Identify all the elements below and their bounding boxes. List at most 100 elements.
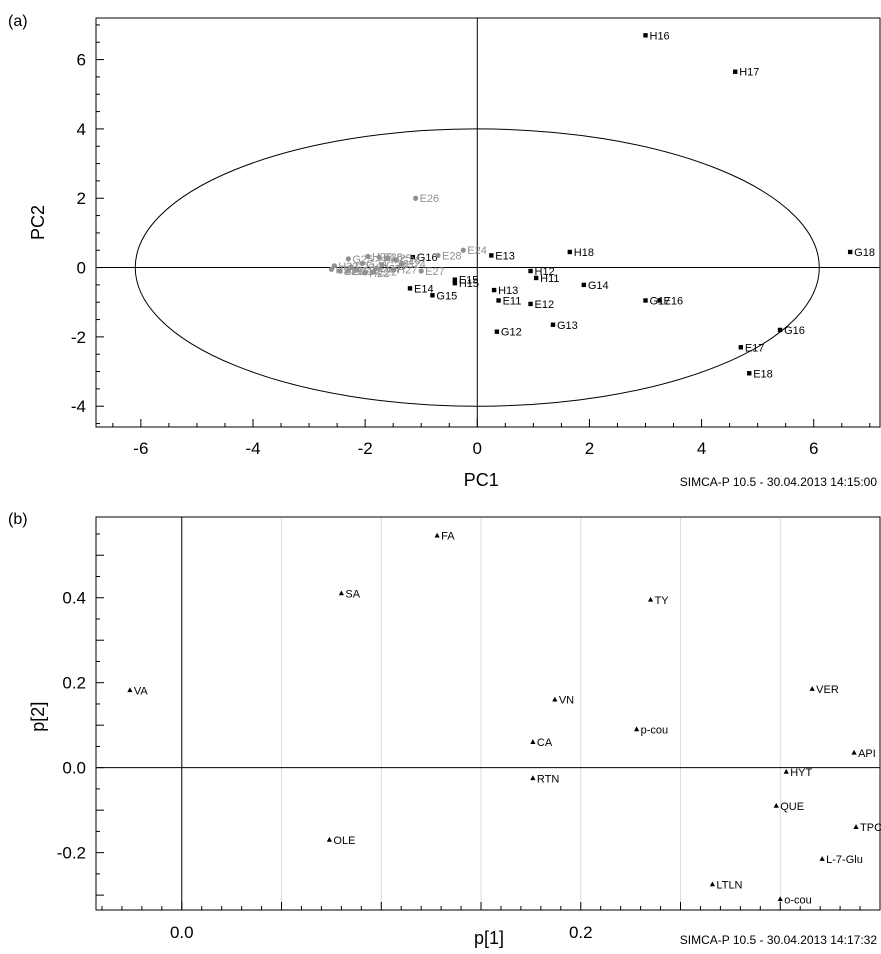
score-plot-ticks bbox=[96, 24, 871, 427]
score-point bbox=[362, 270, 368, 276]
score-point bbox=[496, 298, 501, 303]
score-point-label: E15 bbox=[459, 275, 479, 287]
x-tick-label: -2 bbox=[358, 439, 373, 458]
score-point bbox=[430, 293, 435, 298]
score-plot-frame bbox=[95, 17, 881, 428]
score-point bbox=[345, 256, 351, 262]
loading-plot-footer: SIMCA-P 10.5 - 30.04.2013 14:17:32 bbox=[680, 933, 878, 947]
y-tick-label: 4 bbox=[77, 120, 86, 139]
score-point-label: E26 bbox=[420, 193, 440, 205]
score-point-label: G15 bbox=[436, 290, 457, 302]
loading-point bbox=[634, 726, 640, 732]
x-tick-label: -4 bbox=[245, 439, 260, 458]
loading-point bbox=[552, 696, 558, 702]
score-point bbox=[528, 268, 533, 274]
score-point-label: G23 bbox=[386, 260, 407, 272]
score-point bbox=[418, 268, 424, 274]
score-point-label: G16 bbox=[784, 325, 805, 337]
x-tick-label: 2 bbox=[585, 439, 594, 458]
score-point bbox=[365, 253, 371, 260]
loading-point bbox=[773, 802, 779, 808]
score-point bbox=[413, 195, 419, 201]
score-point bbox=[528, 301, 533, 307]
score-point-label: G18 bbox=[854, 247, 875, 259]
score-point bbox=[379, 262, 385, 268]
score-plot-footer: SIMCA-P 10.5 - 30.04.2013 14:15:00 bbox=[680, 475, 878, 489]
score-point-label: G24 bbox=[366, 258, 387, 270]
score-plot-y-axis-title: PC2 bbox=[28, 205, 48, 240]
loading-point bbox=[338, 590, 344, 596]
loading-point-label: TY bbox=[655, 595, 670, 607]
score-point-label: H13 bbox=[498, 285, 518, 297]
loading-point-label: VN bbox=[559, 695, 574, 707]
loading-point bbox=[809, 686, 815, 691]
loading-point bbox=[819, 856, 825, 861]
score-point bbox=[657, 298, 662, 303]
score-point bbox=[452, 280, 458, 286]
x-tick-label: 0.0 bbox=[170, 923, 194, 942]
score-point-label: H17 bbox=[739, 67, 759, 79]
score-point bbox=[354, 267, 360, 273]
loading-point-label: OLE bbox=[333, 835, 355, 847]
score-point-label: H11 bbox=[540, 273, 559, 285]
score-point-label: H15 bbox=[459, 278, 479, 290]
score-point-label: H23 bbox=[338, 261, 358, 273]
x-tick-label: -6 bbox=[133, 439, 148, 458]
loading-point-label: VA bbox=[134, 685, 149, 697]
loading-point bbox=[777, 896, 783, 902]
y-tick-label: 0.4 bbox=[62, 589, 86, 608]
loading-plot-x-axis-title: p[1] bbox=[474, 928, 504, 948]
score-point-label: G16 bbox=[417, 252, 438, 264]
y-tick-label: 0.2 bbox=[62, 674, 86, 693]
score-point bbox=[494, 329, 500, 334]
score-point bbox=[567, 249, 573, 255]
score-point bbox=[747, 371, 752, 376]
loading-plot: (b) 0.0 0.2 -0.2 0.0 0.2 0.4 FA SA TY VA VER VN p-c… bbox=[8, 511, 881, 948]
score-point bbox=[489, 253, 494, 258]
loading-plot-y-axis-title: p[2] bbox=[28, 702, 48, 732]
score-point-label: E12 bbox=[535, 299, 555, 311]
y-tick-label: 0 bbox=[77, 259, 86, 278]
x-tick-label: 4 bbox=[697, 439, 706, 458]
y-tick-label: 6 bbox=[77, 51, 86, 70]
loading-point-label: VER bbox=[816, 684, 839, 696]
score-point-label: H27 bbox=[397, 264, 417, 276]
score-point-label: G22 bbox=[361, 265, 382, 277]
score-point bbox=[847, 249, 853, 255]
score-point bbox=[643, 33, 648, 38]
score-point bbox=[331, 263, 337, 269]
score-point-label: G26 bbox=[400, 255, 421, 267]
y-tick-label: -2 bbox=[71, 328, 86, 347]
score-point-label: E14 bbox=[414, 283, 434, 295]
loading-point-label: API bbox=[858, 748, 876, 760]
loading-plot-tick-labels: 0.0 0.2 -0.2 0.0 0.2 0.4 bbox=[57, 589, 593, 942]
score-point-label: E11 bbox=[503, 295, 522, 307]
loading-point bbox=[709, 881, 716, 887]
score-point bbox=[359, 260, 365, 266]
score-point-label: E23 bbox=[355, 262, 375, 274]
loading-point bbox=[647, 596, 654, 602]
x-tick-label: 6 bbox=[809, 439, 818, 458]
y-tick-label: -0.2 bbox=[57, 844, 86, 863]
score-point-label: E16 bbox=[664, 295, 684, 307]
score-point bbox=[376, 254, 382, 260]
score-point bbox=[373, 265, 379, 271]
hotelling-ellipse bbox=[134, 128, 820, 407]
score-point bbox=[345, 268, 351, 274]
score-point bbox=[733, 69, 738, 74]
score-point-label: H18 bbox=[574, 247, 594, 259]
score-point bbox=[370, 269, 377, 275]
score-point bbox=[348, 264, 354, 270]
score-plot-tick-labels: -6 -4 -2 0 2 4 6 -4 -2 0 2 4 6 bbox=[71, 51, 819, 458]
loading-plot-frame bbox=[95, 516, 881, 911]
score-point-label: E27 bbox=[425, 266, 445, 278]
score-point bbox=[491, 287, 497, 293]
score-point bbox=[460, 247, 466, 253]
score-point-label: E24 bbox=[467, 245, 487, 257]
loading-point-label: RTN bbox=[537, 773, 559, 785]
score-point-label: G14 bbox=[588, 280, 609, 292]
loading-point-label: L-7-Glu bbox=[826, 854, 863, 866]
loading-point bbox=[783, 768, 789, 774]
